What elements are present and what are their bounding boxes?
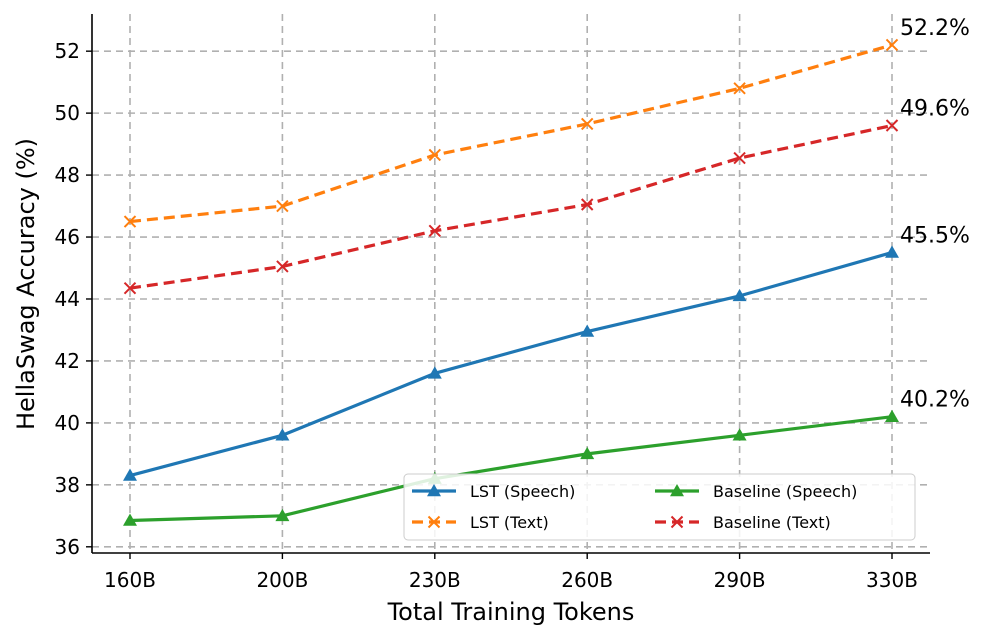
y-tick-label: 52: [55, 39, 80, 63]
data-point: [885, 38, 899, 52]
data-point: [275, 428, 290, 441]
legend: LST (Speech) LST (Text) Baseline (Speech) B…: [403, 473, 916, 541]
data-point: [580, 117, 594, 131]
data-point: [580, 324, 595, 337]
grid: [92, 14, 930, 553]
end-labels: 52.2% 49.6% 45.5% 40.2%: [900, 16, 970, 413]
data-point: [732, 288, 747, 302]
data-point: [427, 484, 441, 497]
data-point: [276, 260, 289, 273]
data-point: [428, 224, 442, 238]
data-point: [670, 484, 684, 497]
data-point: [123, 215, 137, 228]
series-line: [129, 250, 893, 478]
series-baseline-text: [123, 119, 899, 295]
end-value-label: 49.6%: [900, 97, 970, 122]
x-tick-label: 260B: [561, 568, 613, 592]
legend-entry: LST (Speech): [412, 482, 575, 501]
series-line: [129, 123, 893, 290]
data-point: [670, 515, 684, 529]
y-axis-title: HellaSwag Accuracy (%): [12, 138, 40, 430]
series-lst-text: [123, 38, 899, 228]
y-tick-label: 50: [55, 101, 80, 125]
legend-entry: LST (Text): [412, 513, 549, 532]
data-point: [123, 281, 137, 295]
data-point: [885, 119, 899, 132]
data-point: [123, 513, 137, 526]
legend-label: LST (Speech): [470, 482, 575, 501]
x-tick-label: 200B: [256, 568, 308, 592]
data-point: [733, 151, 746, 165]
data-point: [427, 366, 442, 379]
x-tick-label: 230B: [409, 568, 461, 592]
y-tick-label: 46: [55, 225, 80, 249]
y-tick-label: 48: [55, 163, 80, 187]
x-tick-label: 290B: [714, 568, 766, 592]
data-point: [276, 199, 289, 213]
legend-label: Baseline (Speech): [713, 482, 857, 501]
series-line: [129, 43, 893, 224]
legend-entry: Baseline (Text): [655, 513, 831, 532]
x-tick-label: 160B: [104, 568, 156, 592]
data-point: [123, 468, 137, 481]
y-tick-label: 42: [55, 349, 80, 373]
data-point: [580, 446, 595, 460]
series-line: [129, 415, 893, 523]
legend-label: Baseline (Text): [713, 513, 831, 532]
data-point: [733, 82, 746, 95]
x-axis-title: Total Training Tokens: [387, 598, 635, 626]
data-point: [732, 428, 747, 441]
legend-box: [403, 473, 916, 541]
legend-entry: Baseline (Speech): [655, 482, 857, 501]
x-tick-label: 330B: [866, 568, 918, 592]
end-value-label: 52.2%: [900, 16, 970, 41]
end-value-label: 40.2%: [900, 388, 970, 413]
legend-label: LST (Text): [470, 513, 549, 532]
y-tick-label: 44: [55, 287, 80, 311]
y-tick-label: 36: [55, 535, 80, 559]
series-lst-speech: [123, 245, 899, 481]
end-value-label: 45.5%: [900, 224, 970, 249]
data-point: [580, 198, 594, 211]
y-tick-label: 40: [55, 411, 80, 435]
data-point: [885, 245, 899, 258]
y-tick-label: 38: [55, 473, 80, 497]
data-point: [427, 515, 441, 529]
data-point: [885, 409, 899, 422]
data-point: [428, 148, 442, 162]
data-point: [275, 508, 290, 522]
axes: 160B 200B 230B 260B 290B 330B 36 38 40 42 44 46 48 50…: [55, 14, 930, 592]
